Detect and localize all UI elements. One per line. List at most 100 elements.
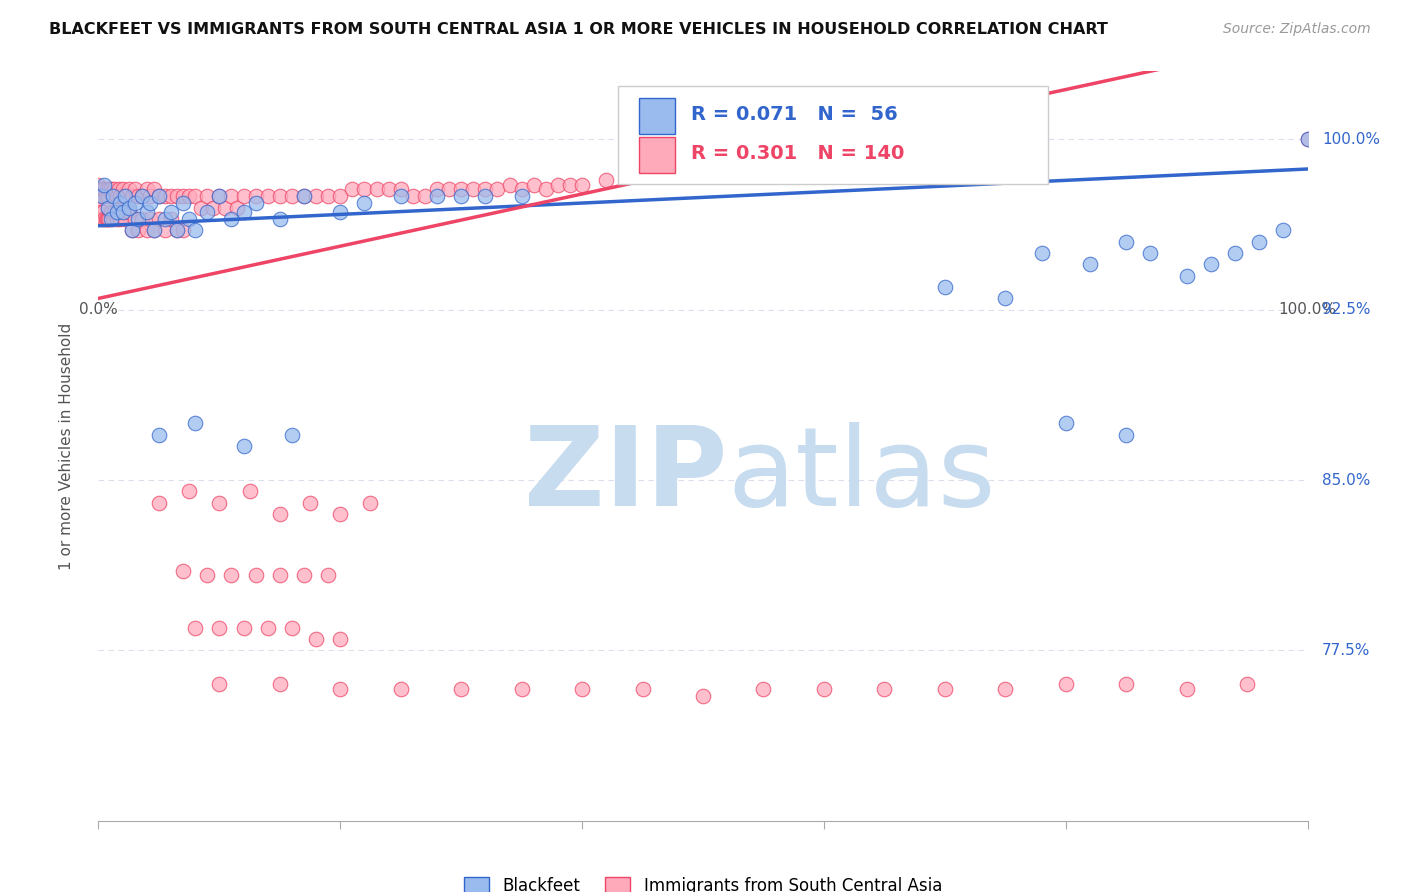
Point bbox=[752, 681, 775, 696]
Point bbox=[631, 681, 654, 696]
Point bbox=[208, 677, 231, 691]
Point bbox=[111, 205, 134, 219]
Point bbox=[96, 182, 118, 196]
Point bbox=[342, 182, 364, 196]
Point bbox=[91, 211, 114, 226]
Point bbox=[1078, 257, 1101, 271]
Point bbox=[172, 196, 194, 211]
Point bbox=[292, 189, 315, 203]
Point bbox=[124, 182, 146, 196]
Point bbox=[98, 182, 121, 196]
Text: 0.0%: 0.0% bbox=[79, 302, 118, 318]
Text: ZIP: ZIP bbox=[524, 423, 727, 530]
Point bbox=[269, 211, 291, 226]
Point bbox=[172, 223, 194, 237]
Point bbox=[87, 201, 110, 215]
Point bbox=[184, 417, 207, 431]
Point bbox=[94, 189, 117, 203]
Point bbox=[148, 189, 170, 203]
Point bbox=[179, 189, 201, 203]
Point bbox=[389, 681, 412, 696]
Point bbox=[389, 189, 412, 203]
Point bbox=[118, 182, 141, 196]
Point bbox=[934, 681, 956, 696]
Point bbox=[1115, 677, 1137, 691]
Text: atlas: atlas bbox=[727, 423, 995, 530]
Point bbox=[329, 205, 352, 219]
Point bbox=[153, 211, 176, 226]
Point bbox=[281, 189, 304, 203]
Point bbox=[547, 178, 569, 192]
Point bbox=[91, 182, 114, 196]
Point bbox=[813, 681, 835, 696]
Point bbox=[450, 189, 472, 203]
Point bbox=[111, 182, 134, 196]
Point bbox=[994, 292, 1017, 306]
Legend: Blackfeet, Immigrants from South Central Asia: Blackfeet, Immigrants from South Central… bbox=[457, 871, 949, 892]
Point bbox=[389, 182, 412, 196]
Point bbox=[329, 189, 352, 203]
Point bbox=[100, 211, 122, 226]
Y-axis label: 1 or more Vehicles in Household: 1 or more Vehicles in Household bbox=[59, 322, 75, 570]
Point bbox=[91, 189, 114, 203]
Point bbox=[153, 189, 176, 203]
Point bbox=[108, 196, 131, 211]
Point bbox=[108, 205, 131, 219]
Point bbox=[413, 189, 436, 203]
Point bbox=[208, 189, 231, 203]
Point bbox=[668, 160, 690, 174]
Point bbox=[195, 189, 218, 203]
Point bbox=[360, 496, 382, 510]
Point bbox=[450, 182, 472, 196]
Point bbox=[98, 211, 121, 226]
Point bbox=[1139, 246, 1161, 260]
Point bbox=[510, 182, 533, 196]
Point bbox=[143, 223, 166, 237]
Point bbox=[160, 189, 183, 203]
Point bbox=[450, 681, 472, 696]
Point bbox=[232, 189, 254, 203]
Point bbox=[239, 484, 262, 499]
Point bbox=[208, 621, 231, 635]
Point bbox=[692, 155, 714, 169]
Point bbox=[402, 189, 425, 203]
Point bbox=[101, 189, 124, 203]
Point bbox=[127, 211, 149, 226]
Point bbox=[124, 196, 146, 211]
Point bbox=[108, 211, 131, 226]
Point bbox=[353, 196, 375, 211]
Point bbox=[256, 621, 278, 635]
Point bbox=[131, 189, 153, 203]
Point bbox=[214, 201, 236, 215]
Point bbox=[87, 178, 110, 192]
Point bbox=[571, 178, 593, 192]
Text: 77.5%: 77.5% bbox=[1322, 643, 1371, 657]
Point bbox=[292, 568, 315, 582]
Point bbox=[135, 205, 157, 219]
Point bbox=[245, 189, 267, 203]
Point bbox=[179, 484, 201, 499]
Point bbox=[232, 621, 254, 635]
Point bbox=[118, 205, 141, 219]
Point bbox=[103, 205, 125, 219]
Point bbox=[97, 189, 120, 203]
Point bbox=[114, 211, 136, 226]
Point bbox=[269, 189, 291, 203]
Point bbox=[269, 568, 291, 582]
Point bbox=[692, 689, 714, 703]
Point bbox=[510, 681, 533, 696]
Point bbox=[195, 205, 218, 219]
Point bbox=[994, 681, 1017, 696]
Point bbox=[90, 205, 112, 219]
Point bbox=[221, 189, 243, 203]
Text: R = 0.071   N =  56: R = 0.071 N = 56 bbox=[690, 105, 897, 124]
Point bbox=[184, 621, 207, 635]
Point bbox=[208, 189, 231, 203]
Point bbox=[1115, 235, 1137, 249]
Point bbox=[148, 427, 170, 442]
Point bbox=[114, 189, 136, 203]
Point bbox=[329, 632, 352, 646]
Point bbox=[96, 211, 118, 226]
Point bbox=[463, 182, 485, 196]
Point bbox=[143, 223, 166, 237]
